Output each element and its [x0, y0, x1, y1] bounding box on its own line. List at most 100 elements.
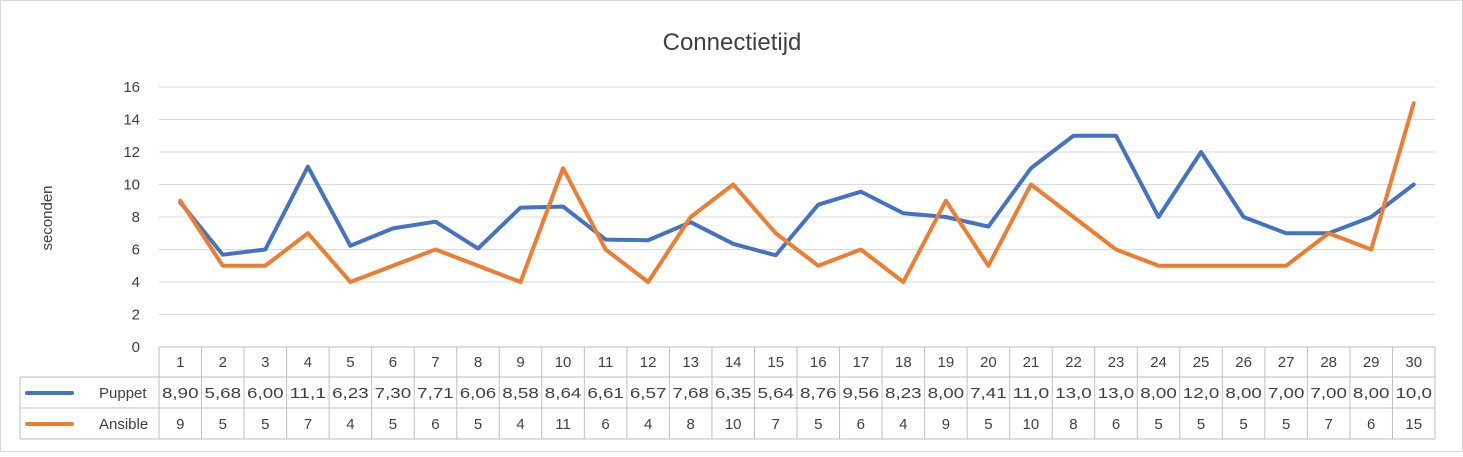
- table-cell-puppet: 7,41: [970, 385, 1007, 402]
- table-cell-ansible: 7: [1324, 416, 1332, 433]
- data-point-puppet: [1200, 151, 1202, 153]
- y-tick-labels: 0 2 4 6 8 10 12 14 16: [123, 79, 140, 356]
- table-cell-ansible: 6: [857, 416, 865, 433]
- table-cell-ansible: 4: [899, 416, 907, 433]
- data-table: 1 2 3 4 5 6 7 8 9 10 11 12 13 14 15 16 17 18 19 20 21 22 23 24 2…: [19, 346, 1436, 440]
- table-cell-puppet: 8,64: [545, 385, 582, 402]
- data-point-ansible: [1072, 216, 1074, 218]
- data-point-puppet: [775, 254, 777, 256]
- table-cell-puppet: 6,57: [630, 385, 667, 402]
- y-tick-label: 10: [123, 177, 140, 194]
- category-label: 10: [555, 354, 572, 371]
- data-point-ansible: [434, 249, 436, 250]
- data-point-puppet: [434, 221, 436, 223]
- table-cell-puppet: 6,00: [247, 385, 284, 402]
- data-point-puppet: [1285, 232, 1287, 234]
- data-point-ansible: [647, 281, 649, 283]
- table-cell-ansible: 5: [1197, 416, 1205, 433]
- table-cell-ansible: 15: [1405, 416, 1422, 433]
- table-cell-ansible: 5: [474, 416, 482, 433]
- table-cell-puppet: 7,00: [1310, 385, 1347, 402]
- data-point-puppet: [1413, 184, 1415, 185]
- category-label: 18: [895, 354, 912, 371]
- data-point-ansible: [775, 232, 777, 234]
- category-label: 29: [1363, 354, 1380, 371]
- data-point-puppet: [1072, 135, 1074, 137]
- data-point-puppet: [690, 221, 692, 223]
- data-point-puppet: [1115, 135, 1117, 137]
- data-point-ansible: [264, 265, 266, 267]
- y-tick-label: 6: [132, 242, 140, 259]
- data-point-puppet: [987, 226, 989, 228]
- data-point-ansible: [987, 265, 989, 267]
- data-point-puppet: [860, 191, 862, 193]
- data-point-puppet: [520, 207, 522, 209]
- table-cell-puppet: 12,0: [1183, 385, 1220, 402]
- table-cell-ansible: 4: [644, 416, 652, 433]
- table-cell-puppet: 8,00: [1140, 385, 1177, 402]
- table-cell-ansible: 5: [814, 416, 822, 433]
- category-label: 22: [1065, 354, 1082, 371]
- data-point-puppet: [647, 239, 649, 241]
- category-label: 8: [474, 354, 482, 371]
- table-cell-puppet: 8,00: [928, 385, 965, 402]
- category-label: 13: [682, 354, 699, 371]
- table-cell-ansible: 10: [725, 416, 742, 433]
- data-point-ansible: [222, 265, 224, 267]
- table-cell-puppet: 6,61: [587, 385, 624, 402]
- table-cell-ansible: 5: [219, 416, 227, 433]
- table-cell-puppet: 13,0: [1055, 385, 1092, 402]
- data-point-ansible: [1285, 265, 1287, 267]
- data-point-ansible: [605, 249, 607, 250]
- data-point-ansible: [817, 265, 819, 267]
- table-cell-puppet: 8,23: [885, 385, 922, 402]
- data-point-puppet: [264, 249, 266, 250]
- category-label: 5: [346, 354, 354, 371]
- table-cell-ansible: 8: [686, 416, 694, 433]
- table-cell-puppet: 6,06: [460, 385, 497, 402]
- table-cell-ansible: 4: [346, 416, 354, 433]
- table-cell-puppet: 7,71: [417, 385, 454, 402]
- table-cell-puppet: 7,68: [672, 385, 709, 402]
- table-cell-ansible: 4: [516, 416, 524, 433]
- category-label: 16: [810, 354, 827, 371]
- table-cell-puppet: 8,58: [502, 385, 539, 402]
- data-point-puppet: [732, 243, 734, 245]
- table-cell-ansible: 10: [1023, 416, 1040, 433]
- data-point-ansible: [1413, 102, 1415, 104]
- y-tick-label: 0: [132, 339, 140, 356]
- data-point-ansible: [1200, 265, 1202, 267]
- category-label: 6: [389, 354, 397, 371]
- category-label: 20: [980, 354, 997, 371]
- data-point-ansible: [860, 249, 862, 250]
- category-label: 11: [598, 354, 614, 371]
- category-label: 15: [767, 354, 784, 371]
- table-cell-puppet: 5,64: [757, 385, 794, 402]
- data-point-puppet: [902, 212, 904, 214]
- data-point-puppet: [1243, 216, 1245, 218]
- category-label: 2: [219, 354, 227, 371]
- y-tick-label: 4: [132, 274, 140, 291]
- data-point-ansible: [945, 200, 947, 202]
- data-point-puppet: [222, 254, 224, 256]
- series-lines: [178, 101, 1416, 284]
- category-label: 19: [938, 354, 955, 371]
- data-point-ansible: [1370, 249, 1372, 250]
- data-point-ansible: [562, 167, 564, 169]
- table-cell-ansible: 9: [942, 416, 950, 433]
- category-label: 14: [725, 354, 742, 371]
- category-label: 1: [176, 354, 184, 371]
- data-point-puppet: [392, 227, 394, 229]
- table-cell-puppet: 5,68: [205, 385, 242, 402]
- y-tick-label: 2: [132, 307, 140, 324]
- y-tick-label: 12: [123, 144, 140, 161]
- table-cell-puppet: 7,00: [1268, 385, 1305, 402]
- legend-label-puppet: Puppet: [99, 385, 147, 402]
- data-point-puppet: [817, 204, 819, 206]
- table-cell-ansible: 11: [555, 416, 571, 433]
- data-point-ansible: [1328, 232, 1330, 234]
- data-point-ansible: [349, 281, 351, 283]
- table-cell-ansible: 5: [984, 416, 992, 433]
